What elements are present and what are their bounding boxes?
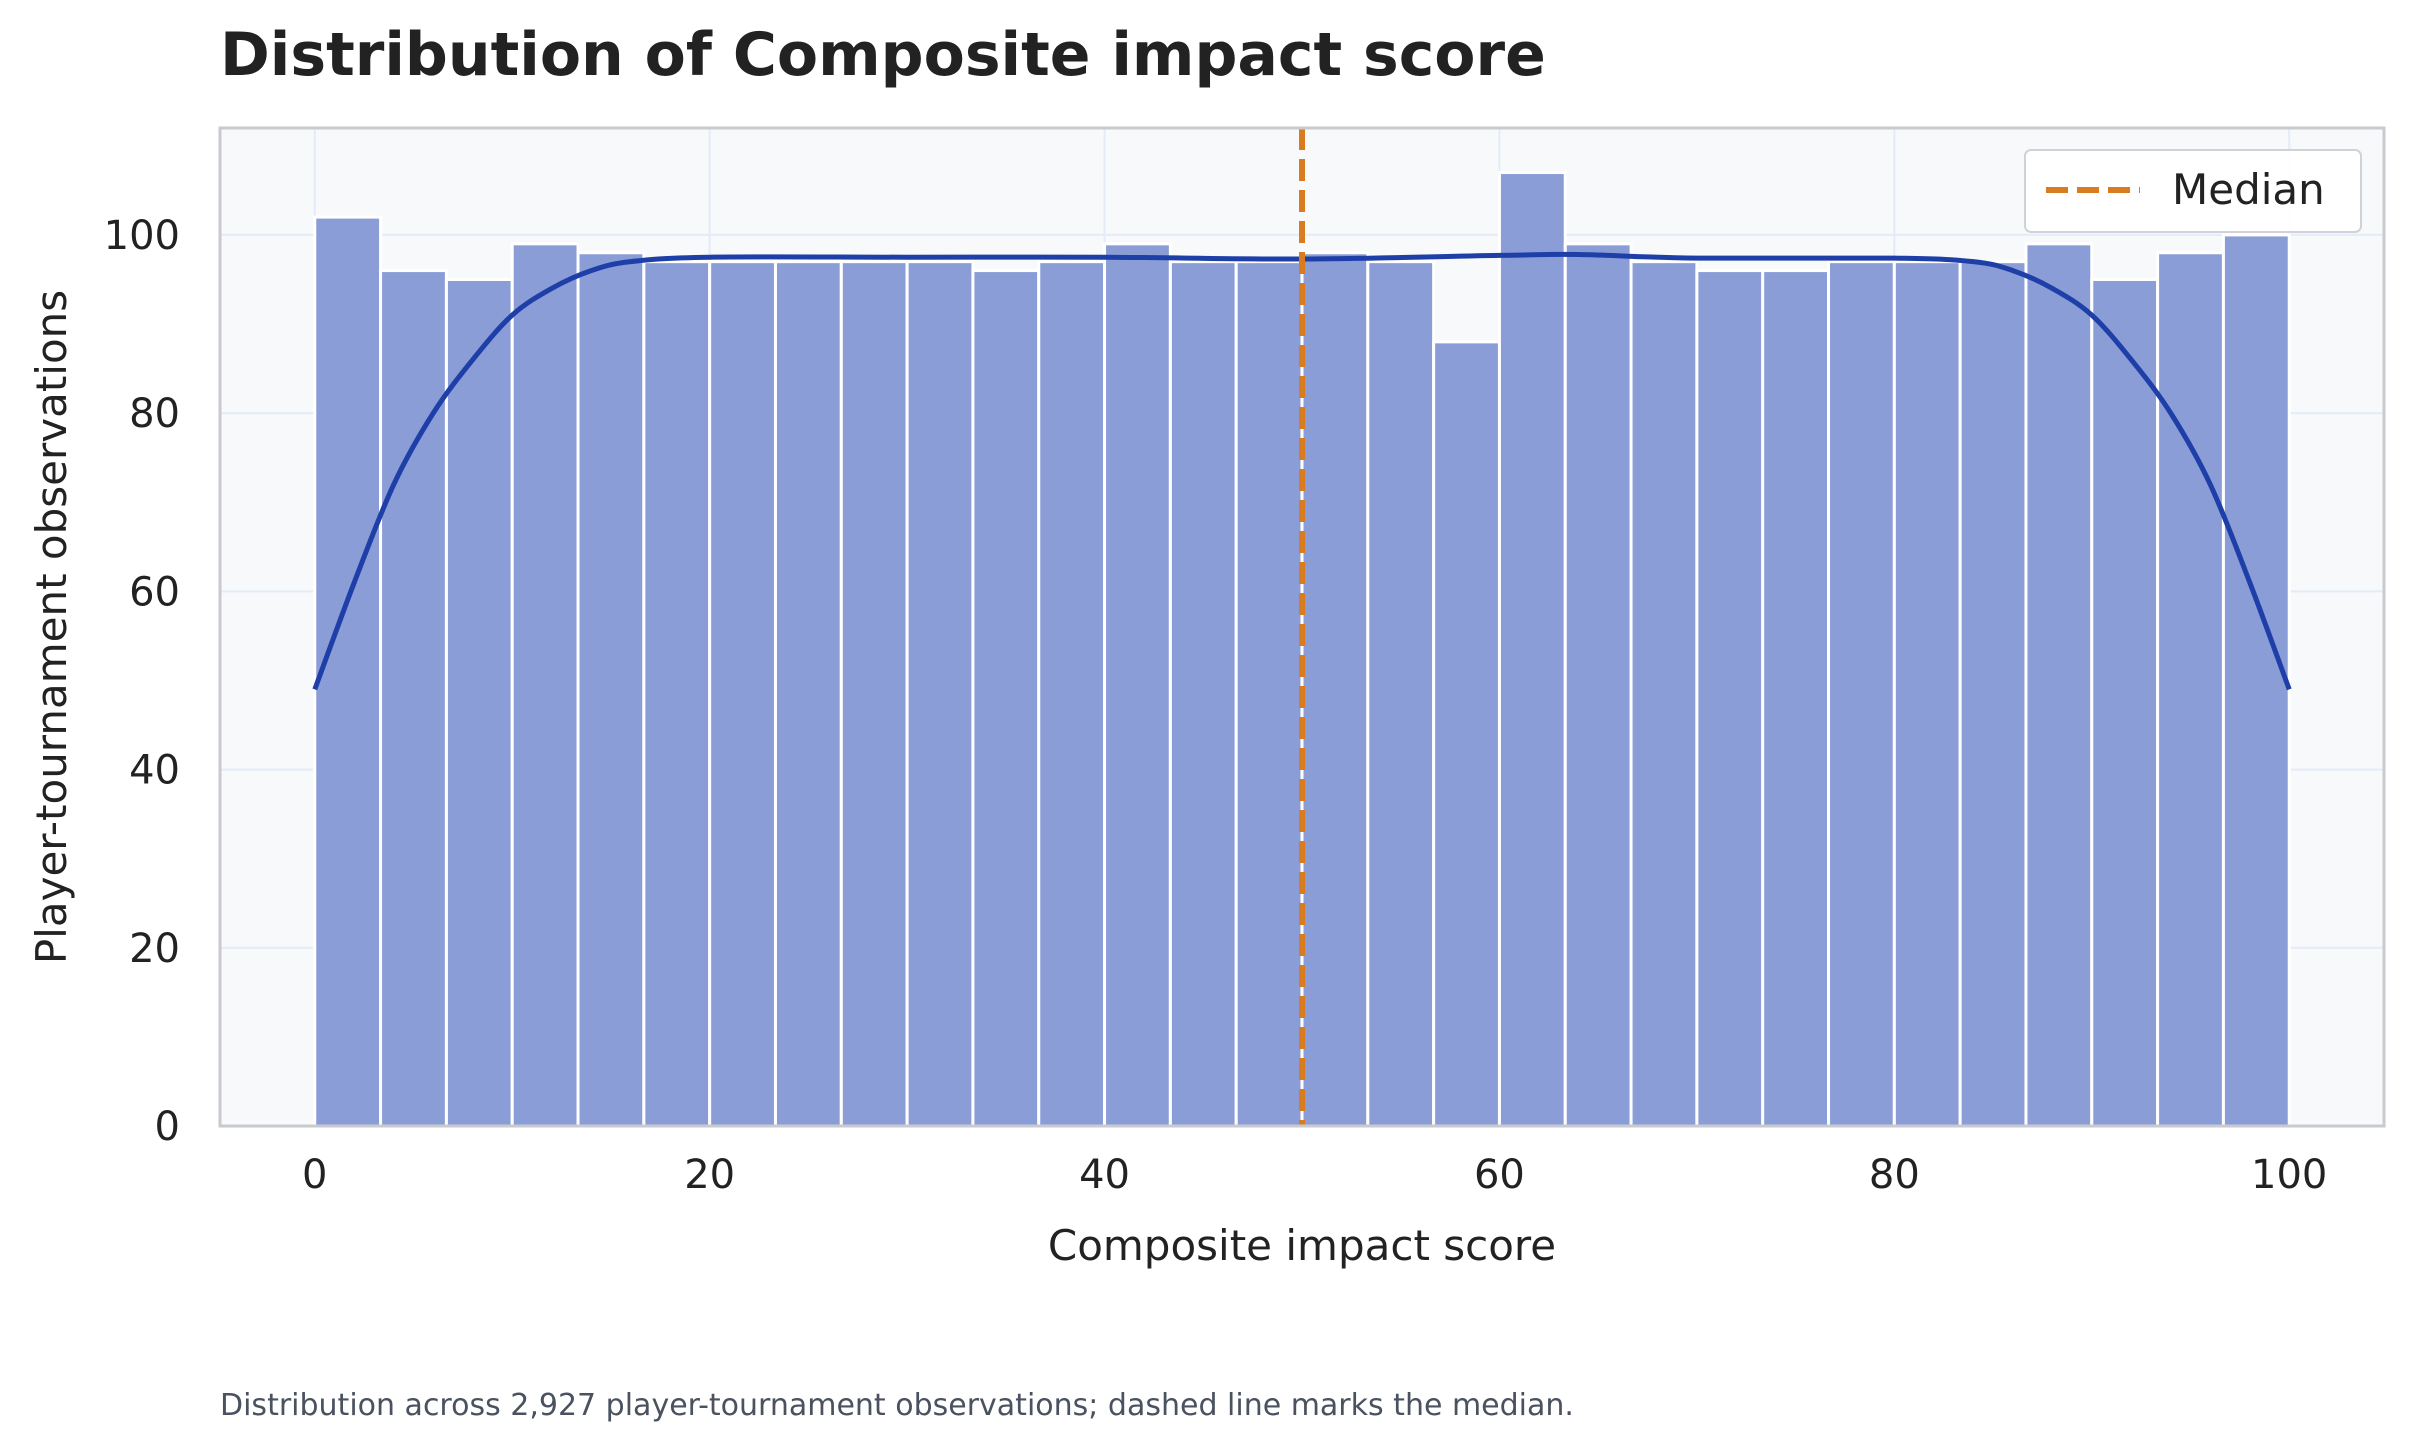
histogram-bar <box>2221 233 2291 1128</box>
y-axis-ticks: 0 20 40 60 80 100 <box>104 213 180 1150</box>
chart-caption: Distribution across 2,927 player-tournam… <box>220 1388 1574 1423</box>
x-axis-ticks: 0 20 40 60 80 100 <box>302 1152 2327 1198</box>
histogram-bar <box>1037 260 1107 1128</box>
y-tick-label: 40 <box>129 748 180 794</box>
histogram-bar <box>708 260 777 1128</box>
y-tick-label: 60 <box>129 569 180 615</box>
x-tick-label: 80 <box>1869 1152 1920 1198</box>
histogram-bar <box>1629 260 1699 1128</box>
histogram-bar <box>379 269 448 1128</box>
histogram-bar <box>1892 260 1962 1128</box>
x-tick-label: 20 <box>684 1152 735 1198</box>
histogram-bar <box>444 277 514 1128</box>
kde-curve-group <box>312 251 2292 691</box>
kde-curve <box>312 251 2292 691</box>
histogram-bar <box>1761 269 1831 1128</box>
x-axis-label: Composite impact score <box>1048 1221 1556 1270</box>
histogram-bar <box>1827 260 1896 1128</box>
histogram-bar <box>905 260 975 1128</box>
plot-frame <box>218 126 2386 1128</box>
histogram-bar <box>1497 171 1567 1128</box>
x-tick-label: 40 <box>1079 1152 1130 1198</box>
x-tick-label: 0 <box>302 1152 327 1198</box>
histogram-bar <box>1300 251 1370 1128</box>
histogram-bar <box>642 260 712 1128</box>
legend-median-label: Median <box>2172 165 2325 214</box>
histogram-bar <box>1366 260 1436 1128</box>
histogram-bar <box>2024 242 2094 1128</box>
y-tick-label: 100 <box>104 213 180 259</box>
histogram-bar <box>576 251 646 1128</box>
x-tick-label: 100 <box>2251 1152 2327 1198</box>
histogram-bars <box>313 171 2291 1128</box>
histogram-bar <box>313 215 383 1128</box>
y-axis-label: Player-tournament observations <box>27 290 76 964</box>
histogram-bar <box>1695 269 1765 1128</box>
histogram-bar <box>1958 260 2028 1128</box>
y-tick-label: 0 <box>155 1104 180 1150</box>
legend-box <box>2024 149 2362 233</box>
histogram-bar <box>510 242 580 1128</box>
histogram-bar <box>1103 242 1172 1128</box>
x-tick-label: 60 <box>1474 1152 1525 1198</box>
histogram-bar <box>2090 277 2160 1128</box>
y-tick-label: 80 <box>129 391 180 437</box>
legend: Median <box>2024 149 2362 233</box>
chart-title: Distribution of Composite impact score <box>220 20 1546 90</box>
histogram-bar <box>971 269 1041 1128</box>
histogram-bar <box>839 260 909 1128</box>
histogram-bar <box>2156 251 2225 1128</box>
histogram-bar <box>1563 242 1633 1128</box>
histogram-bar <box>1234 260 1304 1128</box>
histogram-bar <box>1432 340 1501 1128</box>
histogram-bar <box>773 260 843 1128</box>
y-tick-label: 20 <box>129 926 180 972</box>
histogram-bar <box>1168 260 1238 1128</box>
